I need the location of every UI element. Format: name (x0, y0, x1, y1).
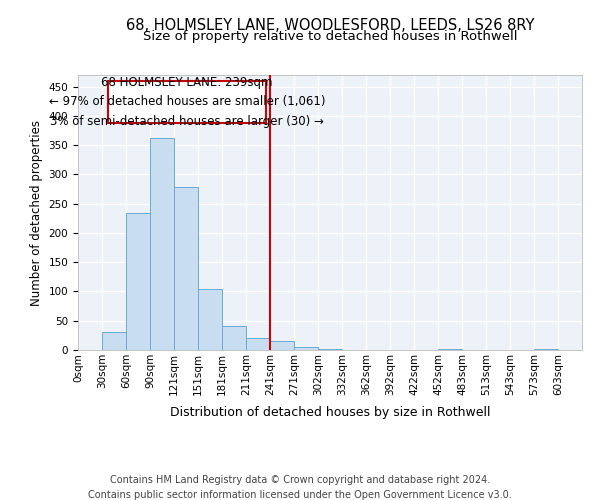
Bar (150, 138, 174, 350)
Text: 68, HOLMSLEY LANE, WOODLESFORD, LEEDS, LS26 8RY: 68, HOLMSLEY LANE, WOODLESFORD, LEEDS, L… (126, 18, 534, 32)
Bar (126, 213, 150, 350)
Bar (294, 347, 318, 350)
Bar (270, 341, 294, 350)
Bar (246, 338, 270, 350)
Text: 68 HOLMSLEY LANE: 239sqm
← 97% of detached houses are smaller (1,061)
3% of semi: 68 HOLMSLEY LANE: 239sqm ← 97% of detach… (49, 76, 325, 128)
Y-axis label: Number of detached properties: Number of detached properties (30, 120, 43, 306)
Bar (318, 349, 342, 350)
X-axis label: Distribution of detached houses by size in Rothwell: Distribution of detached houses by size … (170, 406, 490, 419)
Text: Size of property relative to detached houses in Rothwell: Size of property relative to detached ho… (143, 30, 517, 43)
Bar (102, 332, 126, 350)
Bar (108, 81, 266, 123)
Bar (222, 326, 246, 350)
Bar (198, 289, 222, 350)
Text: Contains HM Land Registry data © Crown copyright and database right 2024.
Contai: Contains HM Land Registry data © Crown c… (88, 475, 512, 500)
Bar (174, 187, 198, 350)
